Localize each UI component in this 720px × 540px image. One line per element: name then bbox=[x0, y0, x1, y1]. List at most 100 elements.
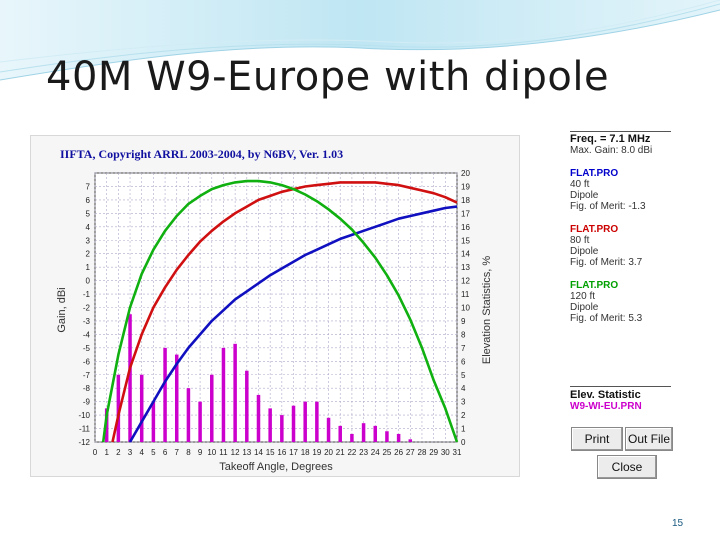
elevation-gain-chart: IIFTA, Copyright ARRL 2003-2004, by N6BV… bbox=[56, 147, 493, 473]
y-left-tick-label: -6 bbox=[83, 357, 91, 366]
y-right-tick-label: 12 bbox=[461, 277, 470, 286]
out-file-button[interactable]: Out File bbox=[625, 427, 673, 451]
x-tick-label: 29 bbox=[429, 448, 438, 457]
y-left-tick-label: -8 bbox=[83, 384, 91, 393]
elevation-bar bbox=[256, 394, 261, 442]
elevation-bar bbox=[291, 405, 296, 442]
x-tick-label: 3 bbox=[128, 448, 133, 457]
entry-antenna: Dipole bbox=[570, 190, 599, 201]
entry-height: 40 ft bbox=[570, 179, 590, 190]
elevation-bar bbox=[128, 314, 132, 442]
y-left-tick-label: 4 bbox=[86, 223, 91, 232]
y-right-tick-label: 19 bbox=[461, 182, 470, 191]
x-tick-label: 25 bbox=[382, 448, 391, 457]
x-tick-label: 14 bbox=[254, 448, 263, 457]
y-left-tick-label: 2 bbox=[86, 250, 91, 259]
page-number: 15 bbox=[672, 518, 684, 529]
elevation-bar bbox=[361, 423, 366, 442]
y-left-tick-label: -12 bbox=[78, 438, 90, 447]
x-tick-label: 26 bbox=[394, 448, 403, 457]
x-tick-label: 30 bbox=[441, 448, 450, 457]
entry-antenna: Dipole bbox=[570, 246, 599, 257]
y-left-tick-label: -3 bbox=[83, 317, 91, 326]
x-axis-label: Takeoff Angle, Degrees bbox=[219, 461, 333, 473]
entry-antenna: Dipole bbox=[570, 302, 599, 313]
entry-file: FLAT.PRO bbox=[570, 168, 619, 179]
y-axis-left-label: Gain, dBi bbox=[56, 287, 68, 332]
x-tick-label: 11 bbox=[219, 448, 228, 457]
x-tick-label: 5 bbox=[151, 448, 156, 457]
entry-file: FLAT.PRO bbox=[570, 280, 619, 291]
x-tick-label: 22 bbox=[347, 448, 356, 457]
freq-label: Freq. = 7.1 MHz bbox=[570, 134, 651, 145]
y-right-tick-label: 17 bbox=[461, 209, 470, 218]
elevation-bar bbox=[174, 354, 179, 442]
elevation-bar bbox=[198, 401, 202, 442]
y-right-tick-label: 6 bbox=[461, 357, 466, 366]
y-right-tick-label: 7 bbox=[461, 344, 466, 353]
y-right-tick-label: 0 bbox=[461, 438, 466, 447]
close-button[interactable]: Close bbox=[597, 455, 657, 479]
elevation-bar bbox=[233, 343, 237, 442]
x-tick-label: 4 bbox=[139, 448, 144, 457]
elevation-bar bbox=[408, 439, 413, 442]
series-line bbox=[101, 179, 459, 443]
entry-120ft: FLAT.PRO 120 ft Dipole Fig. of Merit: 5.… bbox=[570, 280, 670, 324]
x-tick-label: 28 bbox=[418, 448, 427, 457]
y-right-tick-label: 2 bbox=[461, 411, 466, 420]
y-left-tick-label: -7 bbox=[83, 371, 91, 380]
y-right-tick-label: 4 bbox=[461, 384, 466, 393]
elevation-bar bbox=[186, 388, 191, 442]
x-tick-label: 0 bbox=[93, 448, 98, 457]
results-side-panel: Freq. = 7.1 MHz Max. Gain: 8.0 dBi FLAT.… bbox=[565, 130, 671, 475]
x-tick-label: 27 bbox=[406, 448, 415, 457]
y-left-tick-label: -1 bbox=[83, 290, 91, 299]
y-right-tick-label: 18 bbox=[461, 196, 470, 205]
x-tick-label: 23 bbox=[359, 448, 368, 457]
elevation-bar bbox=[139, 374, 144, 442]
y-right-tick-label: 3 bbox=[461, 398, 466, 407]
elevation-bar bbox=[303, 401, 307, 442]
elevation-bar bbox=[163, 347, 167, 442]
y-left-tick-label: 1 bbox=[86, 263, 91, 272]
x-tick-label: 1 bbox=[104, 448, 109, 457]
y-left-tick-label: -10 bbox=[78, 411, 90, 420]
elevation-bar bbox=[268, 408, 272, 442]
elevation-bar bbox=[151, 401, 156, 442]
elevation-bar bbox=[116, 374, 121, 442]
elevation-bar bbox=[315, 401, 319, 442]
x-tick-label: 31 bbox=[453, 448, 462, 457]
elevation-bar bbox=[280, 415, 284, 442]
y-axis-right-label: Elevation Statistics, % bbox=[481, 256, 493, 364]
y-left-tick-label: 0 bbox=[86, 277, 91, 286]
elevation-bar bbox=[350, 433, 354, 442]
y-left-tick-label: 7 bbox=[86, 182, 91, 191]
x-tick-label: 6 bbox=[163, 448, 168, 457]
elevation-bar bbox=[385, 431, 389, 442]
elevation-bar bbox=[338, 425, 342, 442]
y-left-tick-label: -2 bbox=[83, 304, 91, 313]
x-tick-label: 24 bbox=[371, 448, 380, 457]
x-tick-label: 19 bbox=[312, 448, 321, 457]
y-right-tick-label: 16 bbox=[461, 223, 470, 232]
x-tick-label: 21 bbox=[336, 448, 345, 457]
x-tick-label: 16 bbox=[277, 448, 286, 457]
freq-box: Freq. = 7.1 MHz Max. Gain: 8.0 dBi bbox=[570, 130, 671, 166]
series-line bbox=[128, 205, 458, 443]
entry-merit: Fig. of Merit: -1.3 bbox=[570, 201, 646, 212]
y-left-tick-label: 6 bbox=[86, 196, 91, 205]
max-gain: Max. Gain: 8.0 dBi bbox=[570, 145, 653, 156]
elev-statistic-box: Elev. Statistic W9-WI-EU.PRN bbox=[570, 390, 670, 412]
print-button[interactable]: Print bbox=[571, 427, 623, 451]
y-right-tick-label: 14 bbox=[461, 250, 470, 259]
y-left-tick-label: -5 bbox=[83, 344, 91, 353]
elevation-bar bbox=[326, 417, 331, 442]
y-right-tick-label: 5 bbox=[461, 371, 466, 380]
elevation-bar bbox=[210, 374, 214, 442]
entry-merit: Fig. of Merit: 5.3 bbox=[570, 313, 643, 324]
elevation-bar bbox=[396, 433, 401, 442]
x-tick-label: 13 bbox=[242, 448, 251, 457]
y-right-tick-label: 15 bbox=[461, 236, 470, 245]
y-right-tick-label: 8 bbox=[461, 330, 466, 339]
y-left-tick-label: -9 bbox=[83, 398, 91, 407]
